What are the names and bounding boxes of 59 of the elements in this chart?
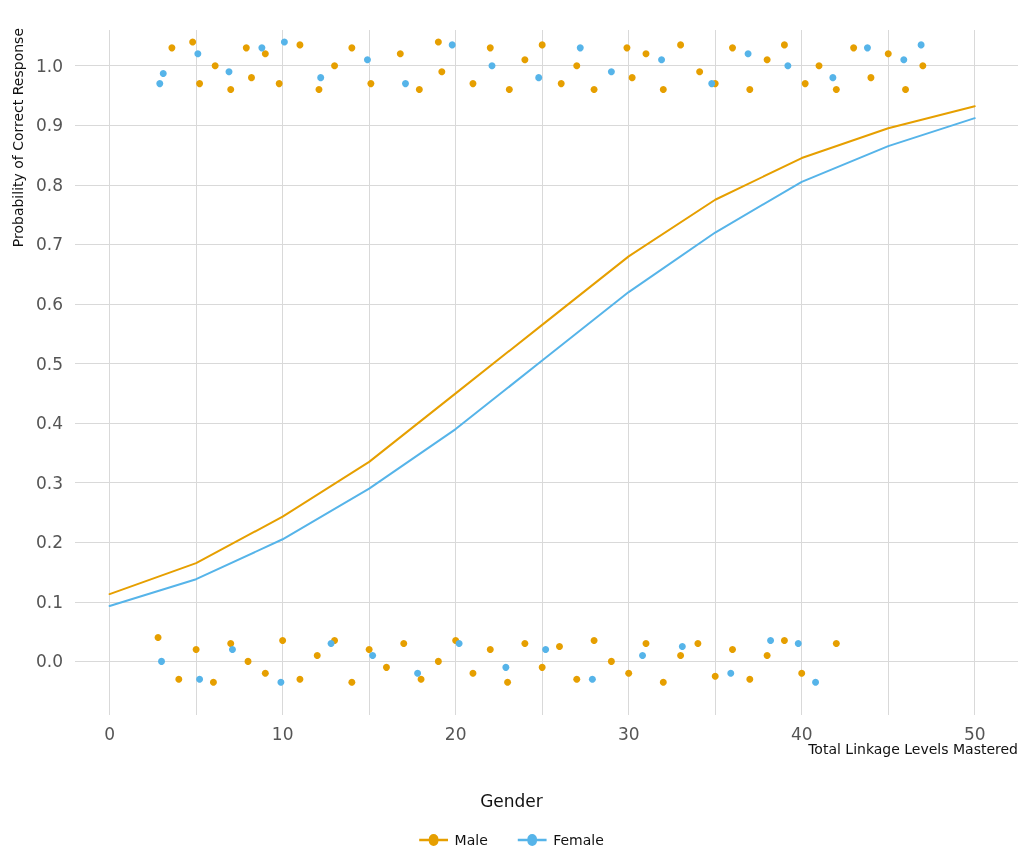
point	[812, 678, 820, 686]
y-tick-label: 0.5	[35, 353, 63, 374]
point	[588, 675, 596, 683]
point	[767, 637, 775, 645]
x-tick-label: 0	[104, 723, 116, 744]
point	[607, 68, 615, 76]
x-tick-label: 20	[444, 723, 467, 744]
x-tick-label: 50	[963, 723, 986, 744]
y-axis-title: Probability of Correct Response	[10, 28, 26, 248]
y-tick-label: 0.0	[35, 651, 63, 672]
legend-label: Female	[553, 832, 604, 848]
point	[414, 669, 422, 677]
y-tick-label: 1.0	[35, 55, 63, 76]
point	[900, 56, 908, 64]
point	[327, 640, 335, 648]
x-tick-label: 40	[790, 723, 813, 744]
point	[576, 44, 584, 52]
point	[156, 80, 164, 88]
point	[158, 657, 166, 665]
point	[317, 74, 325, 82]
point	[658, 56, 666, 64]
y-tick-label: 0.8	[35, 174, 63, 195]
point	[280, 38, 288, 46]
legend-title: Gender	[480, 790, 543, 811]
point	[228, 645, 236, 653]
point	[917, 41, 925, 49]
point	[863, 44, 871, 52]
point	[829, 74, 837, 82]
y-tick-label: 0.1	[35, 591, 63, 612]
y-tick-label: 0.4	[35, 413, 63, 434]
x-tick-label: 30	[617, 723, 640, 744]
point	[277, 678, 285, 686]
point	[401, 80, 409, 88]
legend-label: Male	[454, 832, 488, 848]
point	[744, 50, 752, 58]
point	[488, 62, 496, 70]
point	[535, 74, 543, 82]
y-tick-label: 0.6	[35, 294, 63, 314]
point	[363, 56, 371, 64]
point	[678, 643, 686, 650]
y-tick-label: 0.9	[35, 115, 63, 136]
y-tick-label: 0.2	[35, 532, 63, 553]
point	[542, 645, 550, 653]
point	[258, 44, 266, 52]
point	[448, 41, 456, 49]
point	[794, 640, 802, 648]
y-tick-label: 0.3	[35, 472, 63, 493]
x-tick-label: 10	[271, 723, 294, 744]
point	[639, 651, 647, 659]
point	[727, 669, 735, 677]
point	[784, 62, 792, 70]
y-tick-label: 0.7	[35, 234, 63, 255]
point	[502, 663, 510, 671]
x-axis-title: Total Linkage Levels Mastered	[807, 741, 1019, 757]
point	[225, 68, 233, 76]
point	[369, 651, 377, 659]
point	[159, 69, 167, 77]
point	[196, 675, 204, 683]
point	[194, 50, 202, 58]
